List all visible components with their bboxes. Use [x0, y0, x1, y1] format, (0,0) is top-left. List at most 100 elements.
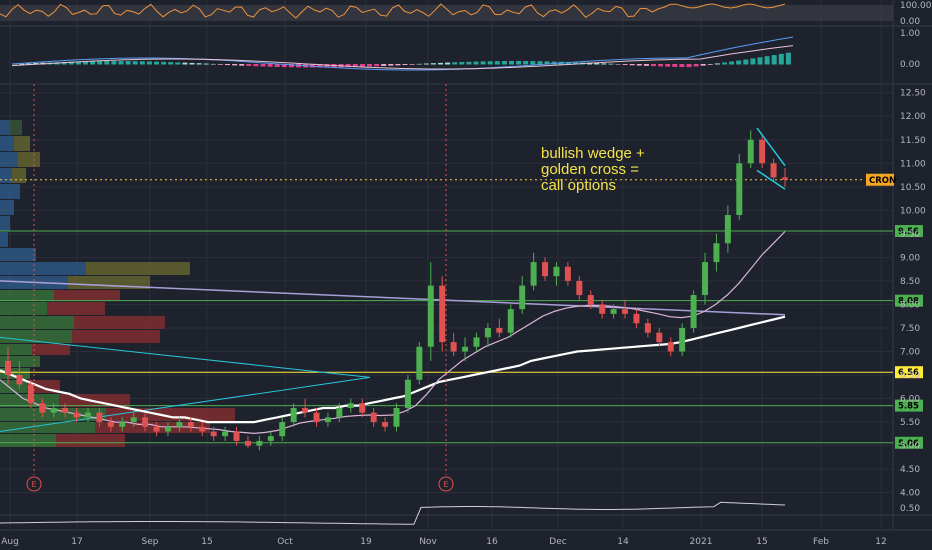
- level-label: 5.85: [898, 402, 919, 412]
- macd-histogram-bar: [430, 63, 436, 65]
- volume-profile-bar-down: [72, 330, 160, 343]
- channel-line-lower: [0, 376, 371, 432]
- time-tick-label: 17: [71, 537, 82, 547]
- time-axis[interactable]: Aug 17 Sep 15 Oct 19 Nov 16 Dec 14 2021 15 Feb 12: [0, 529, 932, 550]
- candle-down: [770, 163, 777, 178]
- earnings-marker: [26, 476, 42, 492]
- indicator-tick-label: 100.00: [900, 1, 932, 11]
- candle-down: [370, 412, 377, 423]
- macd-histogram-bar: [778, 53, 784, 65]
- candle-down: [62, 407, 69, 413]
- price-tick-label: 5.50: [900, 418, 920, 428]
- macd-histogram-bar: [324, 64, 330, 68]
- candle-up: [336, 407, 343, 418]
- macd-histogram-bar: [367, 64, 372, 67]
- candle-up: [507, 309, 514, 333]
- candle-up: [256, 440, 263, 446]
- macd-histogram-bar: [118, 61, 124, 65]
- volume-profile-bar-up: [0, 120, 10, 135]
- volume-profile-bar-down: [68, 276, 150, 289]
- volume-profile-bar-up: [0, 302, 47, 315]
- macd-histogram-bar: [686, 64, 692, 68]
- volume-profile-bar-down: [56, 434, 125, 447]
- wedge-lower-line: [756, 169, 786, 190]
- candle-down: [439, 285, 446, 343]
- moving-average-short: [0, 231, 786, 435]
- indicator-tick-label: 0.00: [900, 17, 920, 27]
- candle-down: [587, 295, 594, 305]
- time-tick-label: Aug: [1, 537, 19, 547]
- candle-down: [667, 342, 674, 352]
- time-tick-label: 14: [617, 537, 629, 547]
- candle-down: [107, 422, 114, 427]
- macd-histogram-bar: [288, 64, 294, 68]
- macd-histogram-bar: [97, 61, 103, 65]
- macd-histogram-bar: [359, 64, 365, 67]
- candle-down: [382, 422, 389, 427]
- macd-histogram-bar: [516, 61, 522, 65]
- candle-up: [267, 436, 274, 441]
- macd-histogram-bar: [643, 64, 649, 66]
- macd-histogram-bar: [764, 56, 770, 65]
- macd-histogram-bar: [260, 64, 266, 67]
- candle-up: [279, 422, 286, 437]
- candle-down: [564, 266, 571, 281]
- macd-histogram-bar: [154, 61, 159, 65]
- price-tick-label: 12.50: [900, 89, 926, 99]
- candle-up: [690, 295, 697, 328]
- symbol-badge: [866, 173, 894, 186]
- price-tick-label: 6.00: [900, 395, 920, 405]
- volume-profile-bar-up: [0, 232, 8, 247]
- annotation-text: bullish wedge + golden cross = call opti…: [541, 145, 645, 194]
- level-label: 6.56: [898, 368, 919, 378]
- candle-up: [713, 243, 720, 263]
- horizontal-levels: 9.56 8.08 6.56 5.85 5.06 CRON: [0, 173, 923, 449]
- macd-histogram-bar: [423, 63, 429, 65]
- candle-up: [119, 422, 126, 427]
- volume-profile-bar-up: [0, 408, 106, 421]
- volume-profile-bar-up: [0, 344, 32, 355]
- macd-histogram-bar: [693, 64, 699, 67]
- macd-histogram-bar: [281, 64, 287, 68]
- candle-down: [576, 280, 583, 296]
- level-badge: [895, 294, 923, 307]
- wedge-upper-line: [756, 127, 786, 167]
- volume-profile-bar-down: [106, 408, 235, 421]
- candle-down: [450, 342, 457, 352]
- candle-down: [759, 139, 766, 164]
- time-axis-bg: [0, 530, 932, 550]
- candle-down: [302, 407, 309, 413]
- macd-histogram-bar: [565, 61, 571, 65]
- macd-histogram-bar: [523, 61, 529, 65]
- macd-histogram-bar: [480, 61, 486, 65]
- time-tick-label: Sep: [142, 537, 159, 547]
- volume-profile-bar-down: [18, 152, 40, 167]
- price-tick-label: 6.50: [900, 371, 920, 381]
- candle-up: [747, 139, 754, 164]
- volume-profile-bar-down: [10, 120, 22, 135]
- earnings-marker: [438, 476, 454, 492]
- candle-down: [27, 384, 34, 404]
- candle-up: [290, 407, 297, 423]
- candle-down: [622, 309, 629, 314]
- candle-down: [233, 431, 240, 441]
- price-axis[interactable]: 12.50 12.00 11.50 11.00 10.50 10.00 9.50 9.00 8.…: [900, 1, 932, 514]
- volume-profile-bar-up: [0, 216, 10, 231]
- level-badge: [895, 399, 923, 412]
- candle-down: [73, 412, 80, 418]
- price-tick-label: 4.00: [900, 489, 920, 499]
- macd-histogram-bar: [68, 61, 74, 65]
- macd-histogram-bar: [168, 62, 174, 65]
- price-tick-label: 5.00: [900, 442, 920, 452]
- candle-down: [142, 417, 149, 427]
- volume-profile-bar-up: [0, 248, 36, 261]
- macd-histogram-bar: [182, 62, 188, 65]
- annotation-line-3: call options: [541, 177, 616, 194]
- volume-profile-bar-down: [86, 262, 190, 275]
- candle-down: [16, 375, 23, 385]
- macd-histogram-bar: [161, 61, 167, 65]
- macd-histogram-bar: [679, 64, 685, 68]
- price-tick-label: 9.50: [900, 230, 920, 240]
- symbol-label: CRON: [869, 176, 896, 186]
